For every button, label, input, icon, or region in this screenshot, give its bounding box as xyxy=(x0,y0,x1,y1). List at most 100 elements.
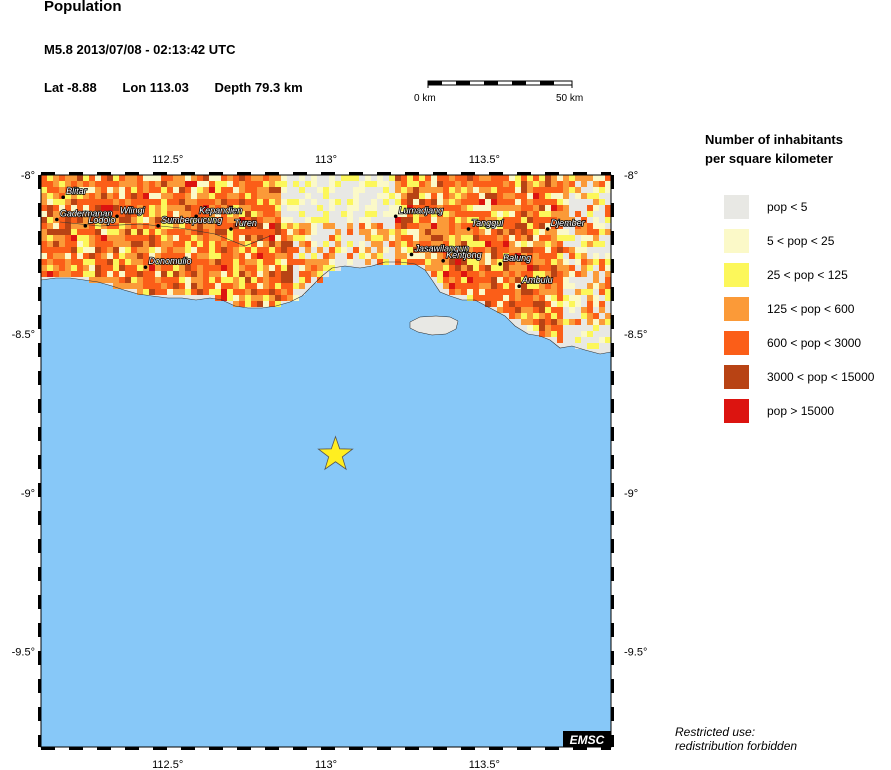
population-cell xyxy=(137,229,143,235)
population-cell xyxy=(197,229,203,235)
population-cell xyxy=(47,223,53,229)
population-cell xyxy=(605,175,611,181)
population-cell xyxy=(77,253,83,259)
population-cell xyxy=(143,187,149,193)
population-cell xyxy=(587,301,593,307)
population-cell xyxy=(71,265,77,271)
population-cell xyxy=(437,175,443,181)
population-cell xyxy=(575,277,581,283)
population-cell xyxy=(497,193,503,199)
population-cell xyxy=(209,187,215,193)
legend-item: 25 < pop < 125 xyxy=(724,263,891,287)
population-cell xyxy=(509,235,515,241)
population-cell xyxy=(257,235,263,241)
population-cell xyxy=(269,289,275,295)
population-cell xyxy=(239,253,245,259)
population-cell xyxy=(371,193,377,199)
population-cell xyxy=(575,265,581,271)
legend-title: Number of inhabitants per square kilomet… xyxy=(705,130,843,168)
population-cell xyxy=(233,181,239,187)
population-cell xyxy=(425,205,431,211)
population-cell xyxy=(299,277,305,283)
population-cell xyxy=(377,181,383,187)
population-cell xyxy=(377,175,383,181)
population-cell xyxy=(119,187,125,193)
population-cell xyxy=(497,247,503,253)
population-cell xyxy=(557,295,563,301)
population-cell xyxy=(425,235,431,241)
population-cell xyxy=(83,187,89,193)
population-cell xyxy=(287,289,293,295)
population-cell xyxy=(317,229,323,235)
population-cell xyxy=(431,217,437,223)
city-label: Balung xyxy=(503,253,531,263)
population-cell xyxy=(551,265,557,271)
population-cell xyxy=(455,217,461,223)
population-cell xyxy=(527,235,533,241)
population-cell xyxy=(161,283,167,289)
population-cell xyxy=(533,217,539,223)
population-cell xyxy=(491,259,497,265)
population-cell xyxy=(563,283,569,289)
population-cell xyxy=(581,211,587,217)
population-cell xyxy=(551,229,557,235)
population-cell xyxy=(581,187,587,193)
population-cell xyxy=(545,229,551,235)
population-cell xyxy=(449,187,455,193)
population-cell xyxy=(473,211,479,217)
population-cell xyxy=(479,199,485,205)
population-cell xyxy=(227,295,233,301)
population-cell xyxy=(569,217,575,223)
population-cell xyxy=(533,283,539,289)
population-cell xyxy=(581,325,587,331)
population-cell xyxy=(59,265,65,271)
population-cell xyxy=(413,205,419,211)
population-cell xyxy=(125,217,131,223)
population-cell xyxy=(119,265,125,271)
population-cell xyxy=(137,235,143,241)
population-cell xyxy=(125,229,131,235)
population-cell xyxy=(269,247,275,253)
population-cell xyxy=(575,181,581,187)
population-cell xyxy=(371,253,377,259)
population-cell xyxy=(185,247,191,253)
population-cell xyxy=(281,247,287,253)
population-cell xyxy=(413,175,419,181)
population-cell xyxy=(137,259,143,265)
population-cell xyxy=(461,265,467,271)
population-cell xyxy=(209,205,215,211)
population-cell xyxy=(53,253,59,259)
population-cell xyxy=(581,307,587,313)
population-cell xyxy=(365,199,371,205)
population-cell xyxy=(599,187,605,193)
population-cell xyxy=(233,283,239,289)
population-cell xyxy=(557,289,563,295)
population-cell xyxy=(47,259,53,265)
population-cell xyxy=(395,175,401,181)
population-cell xyxy=(41,205,47,211)
population-cell xyxy=(257,301,263,307)
population-cell xyxy=(71,187,77,193)
population-cell xyxy=(317,187,323,193)
population-cell xyxy=(605,181,611,187)
population-cell xyxy=(311,181,317,187)
city-blitar: Blitar xyxy=(61,185,88,200)
population-cell xyxy=(239,271,245,277)
population-cell xyxy=(95,175,101,181)
population-cell xyxy=(323,259,329,265)
city-dot xyxy=(229,227,233,231)
population-cell xyxy=(197,193,203,199)
population-cell xyxy=(383,187,389,193)
frame-tick xyxy=(611,371,614,385)
population-cell xyxy=(119,217,125,223)
population-cell xyxy=(47,247,53,253)
population-cell xyxy=(569,205,575,211)
population-cell xyxy=(551,223,557,229)
population-cell xyxy=(377,259,383,265)
population-cell xyxy=(305,271,311,277)
population-cell xyxy=(251,205,257,211)
population-cell xyxy=(41,271,47,277)
population-cell xyxy=(281,217,287,223)
population-cell xyxy=(107,199,113,205)
population-cell xyxy=(155,247,161,253)
